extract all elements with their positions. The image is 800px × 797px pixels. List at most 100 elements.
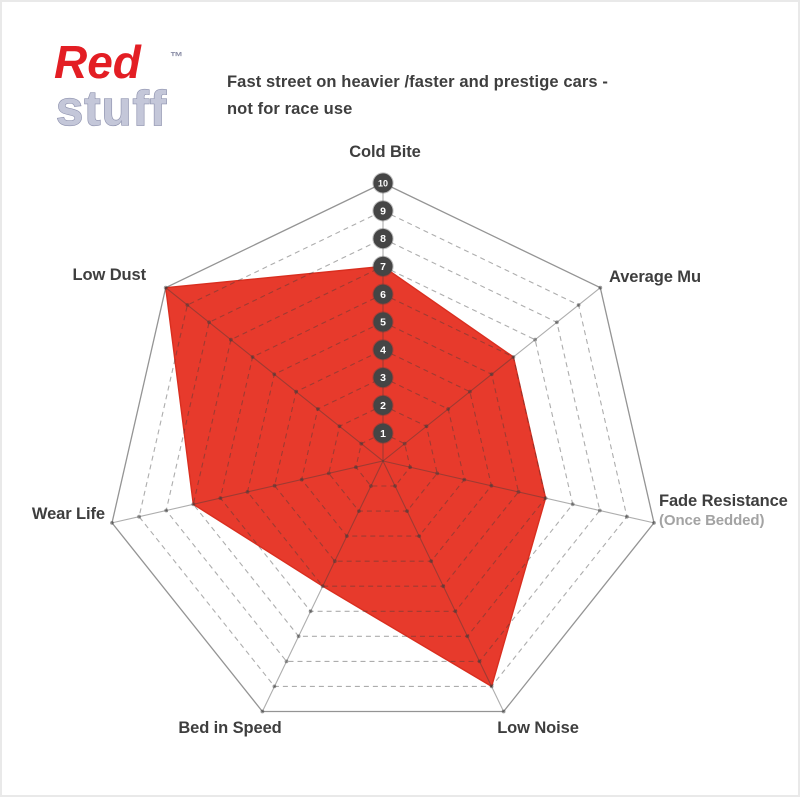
ring-tick-dot: [435, 471, 440, 476]
ring-tick-dot: [359, 441, 364, 446]
ring-tick-dot: [453, 609, 458, 614]
ring-tick-dot: [369, 484, 373, 488]
ring-tick-dot: [598, 285, 603, 290]
ring-tick-dot: [110, 521, 114, 525]
ring-tick-dot: [576, 303, 581, 307]
axis-label-fade-sub: (Once Bedded): [659, 512, 765, 529]
ring-tick-dot: [250, 355, 255, 359]
scale-badge-number: 2: [380, 400, 386, 412]
radar-ring: [246, 321, 520, 587]
ring-tick-dot: [570, 502, 575, 507]
ring-tick-dot: [191, 502, 196, 507]
ring-tick-dot: [272, 372, 277, 377]
ring-tick-dot: [337, 424, 342, 429]
scale-badge-number: 1: [380, 428, 386, 440]
logo-trademark: ™: [170, 49, 183, 64]
ring-tick-dot: [245, 490, 250, 494]
axis-label-cold-bite: Cold Bite: [349, 143, 421, 161]
ring-tick-dot: [294, 389, 298, 394]
ring-tick-dot: [424, 424, 429, 429]
ring-tick-dot: [326, 471, 331, 476]
ring-tick-dot: [511, 355, 516, 359]
axis-label-low-noise: Low Noise: [497, 719, 579, 737]
ring-tick-dot: [408, 465, 412, 470]
ring-tick-dot: [441, 584, 446, 589]
ring-tick-dot: [229, 337, 233, 342]
logo-red-text: Red: [54, 36, 142, 88]
ring-tick-dot: [137, 514, 142, 519]
radar-ring: [165, 237, 601, 662]
ring-tick-dot: [417, 534, 422, 538]
scale-badge: [372, 367, 394, 389]
ring-tick-dot: [468, 389, 472, 394]
data-polygon: [164, 265, 547, 688]
scale-badge: [372, 394, 394, 416]
ring-tick-dot: [299, 477, 304, 482]
radar-outer-ring: [111, 182, 655, 713]
scale-badge: [372, 172, 394, 194]
ring-tick-dot: [597, 508, 602, 513]
ring-tick-dot: [320, 584, 325, 589]
ring-tick-dot: [393, 484, 397, 488]
ring-tick-dot: [272, 684, 277, 689]
ring-tick-dot: [272, 483, 277, 488]
ring-tick-dot: [446, 407, 451, 411]
ring-tick-dot: [402, 441, 407, 446]
scale-badge: [372, 255, 394, 277]
ring-tick-dot: [218, 496, 223, 500]
ring-tick-dot: [315, 407, 320, 411]
chart-description: Fast street on heavier /faster and prest…: [227, 73, 608, 118]
radar-ring: [274, 349, 492, 562]
scale-badge-number: 4: [380, 344, 386, 356]
scale-badge-number: 9: [380, 205, 386, 217]
scale-badge-number: 6: [380, 289, 386, 301]
scale-badge: [372, 339, 394, 361]
scale-badge-number: 5: [380, 317, 386, 329]
axis-label-fade-resistance: Fade Resistance (Once Bedded): [659, 492, 791, 530]
scale-badge: [372, 228, 394, 250]
ring-tick-dot: [164, 508, 169, 513]
ring-tick-dot: [405, 509, 409, 513]
ring-tick-dot: [625, 514, 629, 519]
ring-tick-dot: [533, 337, 537, 342]
ring-tick-dot: [354, 465, 358, 470]
ring-tick-dot: [163, 285, 168, 290]
ring-tick-dot: [516, 490, 521, 494]
ring-tick-dot: [477, 659, 482, 664]
ring-tick-dot: [465, 634, 470, 639]
ring-tick-dot: [344, 534, 349, 538]
ring-tick-dot: [489, 483, 494, 488]
radar-ring: [328, 404, 438, 512]
radar-ring: [138, 210, 628, 687]
scale-badge: [372, 422, 394, 444]
logo-stuff-text: stuff: [56, 82, 167, 136]
scale-badge-number: 3: [380, 372, 386, 384]
axis-label-low-dust: Low Dust: [72, 266, 147, 284]
radar-ring: [219, 293, 547, 612]
radar-ring: [355, 432, 411, 487]
scale-badge-number: 7: [380, 261, 386, 273]
ring-tick-dot: [652, 521, 656, 525]
axis-label-bed-in-speed: Bed in Speed: [178, 719, 282, 737]
ring-tick-dot: [296, 634, 301, 639]
ring-tick-dot: [555, 320, 559, 325]
ring-tick-dot: [207, 320, 212, 325]
axis-label-average-mu: Average Mu: [609, 268, 701, 286]
axis-label-fade-main: Fade Resistance: [659, 492, 788, 510]
ring-tick-dot: [429, 559, 434, 564]
ring-tick-dot: [489, 684, 494, 689]
ring-tick-dot: [185, 303, 190, 307]
scale-badge: [372, 200, 394, 222]
ring-tick-dot: [501, 709, 506, 714]
radar-ring: [301, 376, 465, 537]
ring-tick-dot: [332, 559, 337, 564]
ring-tick-dot: [284, 659, 289, 664]
scale-badge: [372, 283, 394, 305]
scale-badge-number: 8: [380, 233, 386, 245]
ring-tick-dot: [489, 372, 494, 377]
axis-label-wear-life: Wear Life: [31, 505, 105, 523]
radar-ring: [192, 265, 574, 637]
ring-tick-dot: [260, 709, 265, 714]
